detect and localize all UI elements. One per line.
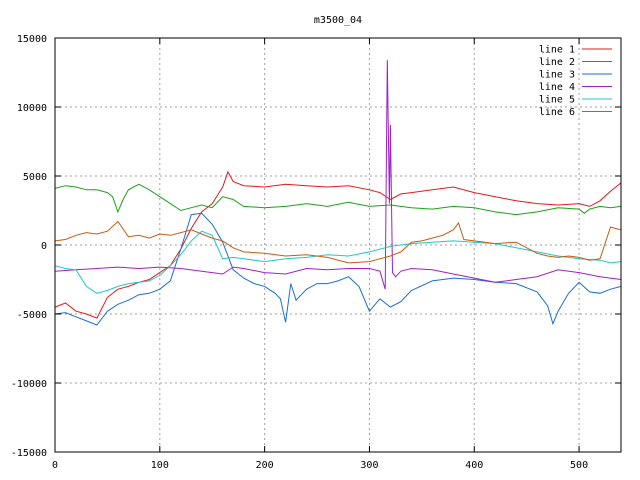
series-line-1: [54, 170, 622, 319]
legend-label-3: line 3: [539, 70, 575, 81]
series-line-6: [54, 220, 622, 264]
legend-label-4: line 4: [539, 82, 575, 93]
x-tick-label: 100: [151, 460, 169, 471]
legend-label-5: line 5: [539, 95, 575, 106]
y-tick-label: 5000: [23, 172, 47, 183]
legend-label-2: line 2: [539, 57, 575, 68]
legend-label-6: line 6: [539, 107, 575, 118]
legend-label-1: line 1: [539, 45, 575, 56]
y-tick-label: 10000: [17, 103, 47, 114]
series-line-2: [54, 183, 622, 216]
grid: [55, 38, 621, 452]
y-tick-label: -15000: [11, 448, 47, 459]
chart-title: m3500_04: [314, 15, 362, 26]
tick-labels: 0 100 200 300 400 500 -15000 -10000 -5000 0 5000 10…: [11, 34, 621, 471]
y-tick-label: -5000: [17, 310, 47, 321]
series-group: [54, 60, 622, 326]
x-tick-label: 500: [570, 460, 588, 471]
x-tick-label: 200: [256, 460, 274, 471]
x-tick-label: 400: [465, 460, 483, 471]
y-tick-label: 15000: [17, 34, 47, 45]
x-tick-label: 300: [360, 460, 378, 471]
series-line-4: [54, 60, 622, 290]
y-tick-label: 0: [41, 241, 47, 252]
series-line-5: [54, 230, 622, 294]
y-tick-label: -10000: [11, 379, 47, 390]
x-tick-label: 0: [52, 460, 58, 471]
series-line-3: [54, 212, 622, 326]
